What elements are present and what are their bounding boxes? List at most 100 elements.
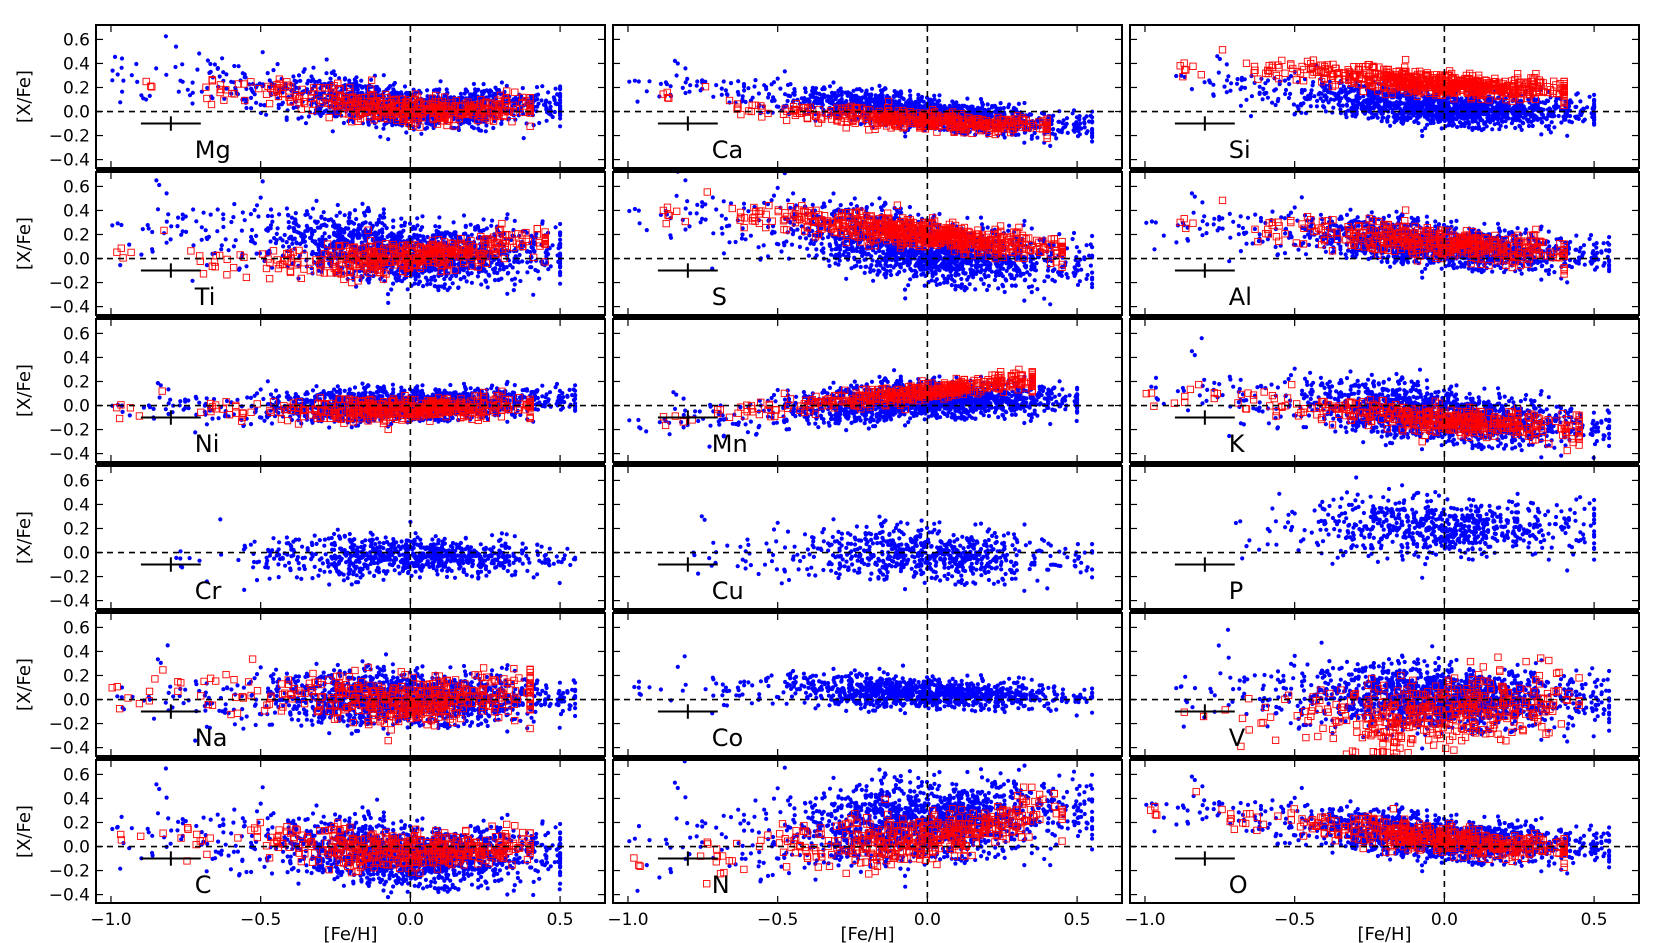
blue-point: [1419, 128, 1425, 133]
red-point: [291, 91, 300, 99]
blue-point: [548, 112, 553, 117]
blue-point: [294, 80, 299, 85]
blue-point: [481, 82, 486, 87]
blue-point: [1356, 90, 1361, 95]
blue-point: [1090, 139, 1095, 144]
red-point: [993, 124, 1001, 133]
panel-frame: [612, 24, 1123, 169]
blue-point: [465, 120, 470, 125]
blue-point: [766, 95, 771, 100]
blue-point: [258, 102, 263, 107]
blue-point: [1288, 74, 1294, 79]
blue-point: [922, 103, 928, 108]
blue-point: [928, 97, 933, 102]
blue-point: [521, 136, 526, 141]
blue-point: [929, 100, 934, 105]
blue-point: [1323, 109, 1328, 114]
blue-point: [1064, 121, 1069, 126]
blue-series: [1174, 54, 1597, 139]
blue-point: [331, 69, 336, 74]
red-point: [847, 115, 856, 123]
blue-point: [187, 93, 193, 98]
blue-point: [499, 121, 504, 126]
red-point: [334, 79, 342, 87]
red-point: [1020, 115, 1028, 124]
blue-point: [872, 97, 877, 102]
red-point: [781, 105, 789, 113]
blue-point: [309, 79, 314, 84]
blue-point: [1450, 123, 1455, 128]
red-point: [974, 117, 983, 125]
red-point: [1043, 134, 1051, 142]
red-point: [941, 116, 949, 124]
red-point: [286, 98, 295, 106]
blue-point: [1249, 94, 1254, 99]
red-point: [202, 83, 210, 91]
blue-point: [993, 104, 998, 109]
red-point: [842, 124, 850, 132]
blue-point: [1559, 120, 1564, 125]
blue-point: [740, 94, 745, 99]
red-point: [340, 110, 348, 118]
red-point: [482, 99, 490, 107]
blue-point: [883, 86, 888, 91]
red-point: [441, 93, 449, 101]
blue-point: [803, 99, 808, 104]
red-point: [916, 116, 924, 124]
blue-point: [240, 97, 245, 102]
blue-point: [903, 134, 908, 139]
blue-point: [723, 88, 729, 93]
red-point: [948, 112, 956, 120]
red-point: [301, 99, 309, 108]
blue-point: [360, 85, 365, 90]
blue-point: [782, 92, 788, 97]
blue-point: [391, 87, 396, 92]
red-point: [500, 112, 508, 121]
blue-point: [1228, 88, 1233, 93]
blue-point: [873, 102, 878, 107]
blue-point: [1016, 132, 1021, 137]
blue-point: [907, 88, 913, 93]
blue-point: [771, 80, 777, 85]
red-point: [733, 100, 742, 108]
blue-point: [1287, 82, 1292, 87]
blue-point: [750, 95, 755, 100]
red-point: [432, 91, 440, 100]
red-point: [418, 114, 426, 122]
red-point: [375, 111, 383, 120]
red-point: [511, 88, 519, 96]
blue-point: [1328, 97, 1333, 102]
blue-point: [817, 99, 823, 104]
red-point: [737, 110, 745, 119]
blue-point: [981, 111, 986, 116]
blue-point: [1075, 134, 1081, 139]
red-point: [452, 97, 460, 105]
blue-point: [476, 87, 481, 92]
red-point: [148, 83, 156, 91]
blue-point: [1257, 84, 1262, 89]
blue-point: [839, 92, 844, 97]
blue-point: [792, 89, 797, 94]
blue-point: [795, 97, 800, 102]
blue-point: [537, 120, 542, 126]
y-tick-label: 0.6: [63, 30, 90, 50]
red-point: [503, 87, 511, 95]
y-tick-label: 0.0: [63, 103, 90, 123]
blue-point: [309, 74, 314, 79]
blue-point: [1283, 87, 1289, 93]
red-point: [985, 121, 993, 130]
blue-point: [324, 57, 329, 62]
blue-point: [552, 98, 557, 103]
blue-point: [857, 87, 862, 92]
blue-point: [558, 93, 563, 98]
blue-point: [1222, 84, 1227, 89]
blue-point: [1059, 130, 1064, 135]
blue-point: [244, 105, 249, 111]
blue-point: [1548, 130, 1553, 135]
blue-point: [540, 84, 545, 89]
blue-point: [355, 87, 360, 92]
red-point: [956, 122, 965, 130]
red-point: [369, 90, 377, 99]
red-point: [296, 93, 304, 101]
red-point: [1043, 123, 1051, 132]
